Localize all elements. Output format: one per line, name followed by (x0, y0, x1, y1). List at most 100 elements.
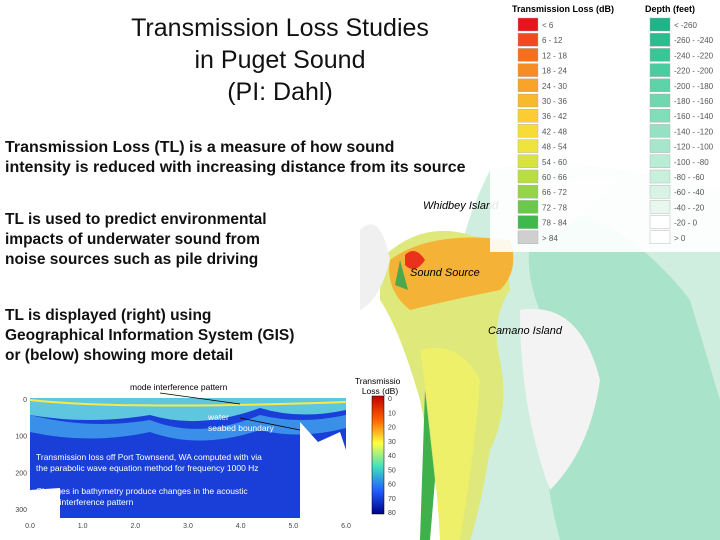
colorbar-title: Loss (dB) (362, 386, 399, 396)
caption: the parabolic wave equation method for f… (36, 463, 259, 473)
x-tick: 5.0 (288, 523, 298, 530)
legend: Transmission Loss (dB) Depth (feet) < 6 6… (490, 0, 720, 252)
legend-label: -60 - -40 (674, 188, 705, 197)
colorbar-tick: 40 (388, 453, 396, 460)
title-line: in Puget Sound (194, 46, 366, 74)
legend-swatch (649, 184, 671, 199)
map-label: Whidbey Island (423, 200, 499, 212)
legend-swatch (517, 108, 539, 123)
legend-swatch (649, 33, 671, 47)
legend-label: > 84 (542, 234, 558, 243)
legend-swatch (649, 78, 671, 93)
legend-swatch (649, 169, 671, 184)
legend-label: -260 - -240 (674, 36, 714, 45)
colorbar-tick: 10 (388, 410, 396, 417)
x-tick: 0.0 (25, 523, 35, 530)
y-tick: 300 (15, 507, 27, 514)
map-label: Sound Source (410, 267, 480, 279)
bullet-line: Transmission Loss (TL) is a measure of h… (5, 139, 395, 156)
legend-swatch (649, 215, 671, 229)
legend-label: -20 - 0 (674, 219, 698, 228)
annotation: mode interference pattern (130, 382, 228, 392)
x-tick: 3.0 (183, 523, 193, 530)
legend-swatch (517, 230, 539, 245)
legend-label: 66 - 72 (542, 188, 567, 197)
legend-label: -120 - -100 (674, 143, 714, 152)
map-label: Camano Island (488, 325, 563, 337)
legend-label: -80 - -60 (674, 173, 705, 182)
legend-swatch (649, 200, 671, 214)
slide-title: Transmission Loss Studies in Puget Sound (… (80, 12, 480, 108)
legend-label: < -260 (674, 21, 697, 30)
caption: Transmission loss off Port Townsend, WA … (36, 452, 262, 462)
bullet-line: intensity is reduced with increasing dis… (5, 159, 466, 176)
legend-swatch (517, 169, 539, 184)
colorbar-title: Transmission (355, 376, 400, 386)
legend-label: -220 - -200 (674, 67, 714, 76)
x-tick: 1.0 (78, 523, 88, 530)
y-tick: 100 (15, 434, 27, 441)
legend-label: 24 - 30 (542, 82, 567, 91)
legend-label: 6 - 12 (542, 36, 563, 45)
legend-swatch (649, 93, 671, 108)
legend-swatch (517, 215, 539, 229)
legend-swatch (649, 17, 671, 32)
legend-label: 54 - 60 (542, 158, 567, 167)
legend-label: -180 - -160 (674, 97, 714, 106)
annotation: seabed boundary (208, 423, 274, 433)
bullet: TL is displayed (right) using Geographica… (5, 306, 294, 366)
legend-swatch (517, 33, 539, 47)
x-tick: 2.0 (130, 523, 140, 530)
colorbar-tick: 0 (388, 396, 392, 403)
bullet: Transmission Loss (TL) is a measure of h… (5, 138, 466, 178)
legend-label: 48 - 54 (542, 143, 567, 152)
caption: Changes in bathymetry produce changes in… (36, 486, 248, 496)
colorbar-tick: 80 (388, 510, 396, 517)
legend-label: 12 - 18 (542, 51, 567, 60)
colorbar-tick: 50 (388, 467, 396, 474)
legend-swatch (517, 154, 539, 169)
legend-label: -140 - -120 (674, 127, 714, 136)
legend-swatch (649, 48, 671, 62)
legend-swatch (517, 184, 539, 199)
legend-swatch (517, 139, 539, 153)
caption: mode interference pattern (36, 497, 134, 507)
x-tick: 6.0 (341, 523, 351, 530)
legend-swatch (649, 154, 671, 169)
legend-swatch (649, 139, 671, 153)
legend-swatch (517, 200, 539, 214)
legend-label: 18 - 24 (542, 67, 567, 76)
title-line: Transmission Loss Studies (131, 14, 429, 42)
annotation: water (207, 412, 229, 422)
legend-label: 36 - 42 (542, 112, 567, 121)
legend-swatch (649, 108, 671, 123)
colorbar-tick: 70 (388, 496, 396, 503)
legend-swatch (517, 63, 539, 77)
legend-label: -40 - -20 (674, 203, 705, 212)
legend-swatch (517, 93, 539, 108)
legend-title: Transmission Loss (dB) (512, 4, 614, 14)
bullet-line: noise sources such as pile driving (5, 251, 259, 268)
y-tick: 200 (15, 470, 27, 477)
legend-label: 78 - 84 (542, 219, 567, 228)
bullet-line: or (below) showing more detail (5, 347, 234, 364)
bullet: TL is used to predict environmental impac… (5, 210, 267, 270)
title-line: (PI: Dahl) (227, 78, 333, 106)
x-tick: 4.0 (236, 523, 246, 530)
legend-label: 72 - 78 (542, 203, 567, 212)
bullet-line: Geographical Information System (GIS) (5, 327, 295, 344)
legend-label: > 0 (674, 234, 686, 243)
legend-swatch (649, 230, 671, 245)
legend-swatch (517, 48, 539, 62)
legend-swatch (517, 17, 539, 32)
legend-swatch (649, 124, 671, 138)
legend-swatch (517, 78, 539, 93)
bullet-line: TL is used to predict environmental (5, 211, 267, 228)
legend-label: -200 - -180 (674, 82, 714, 91)
legend-label: < 6 (542, 21, 554, 30)
legend-label: 60 - 66 (542, 173, 567, 182)
colorbar-tick: 60 (388, 482, 396, 489)
y-tick: 0 (23, 397, 27, 404)
legend-label: -160 - -140 (674, 112, 714, 121)
